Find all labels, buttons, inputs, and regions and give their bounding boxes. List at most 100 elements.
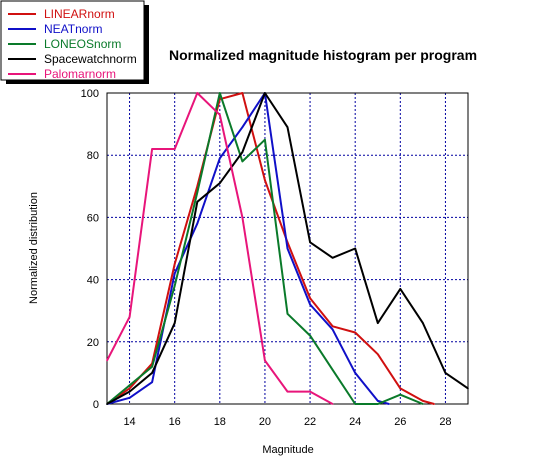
data-point [354, 403, 357, 405]
data-point [196, 92, 199, 94]
legend-item: LINEARnorm [8, 7, 115, 21]
data-point [309, 390, 311, 393]
data-point [219, 114, 221, 116]
legend-item: LONEOSnorm [8, 37, 121, 51]
legend-item: Spacewatchnorm [8, 52, 137, 66]
x-tick-label: 20 [259, 416, 271, 428]
data-point [331, 257, 334, 259]
data-point [106, 359, 108, 362]
y-tick-label: 60 [87, 212, 99, 224]
data-point [286, 247, 289, 250]
legend-item: NEATnorm [8, 22, 102, 36]
y-tick-label: 40 [87, 275, 99, 287]
data-point [128, 397, 131, 399]
data-point [331, 369, 334, 371]
y-axis-label: Normalized distribution [28, 192, 40, 304]
y-tick-label: 20 [87, 337, 99, 349]
x-tick-label: 14 [123, 416, 135, 428]
data-point [173, 322, 176, 324]
chart-title: Normalized magnitude histogram per progr… [169, 47, 477, 63]
data-point [422, 322, 424, 324]
y-tick-label: 100 [81, 88, 99, 100]
data-point [264, 359, 266, 362]
axis-ticks: 14 16 18 20 22 24 26 28 0 20 40 60 80 100 [81, 88, 452, 428]
data-point [399, 387, 402, 390]
data-point [241, 216, 244, 219]
x-tick-label: 24 [349, 416, 361, 428]
series-spacewatchnorm [106, 92, 469, 405]
data-point [377, 353, 379, 356]
data-point [264, 138, 266, 141]
data-point [151, 365, 153, 368]
y-tick-label: 80 [87, 150, 99, 162]
x-axis-label: Magnitude [262, 444, 313, 456]
data-point [309, 334, 311, 337]
y-tick-label: 0 [93, 399, 99, 411]
data-point [196, 222, 199, 225]
legend: LINEARnormNEATnormLONEOSnormSpacewatchno… [0, 0, 149, 84]
data-point [264, 179, 266, 181]
legend-label: Palomarnorm [44, 67, 116, 81]
data-point [173, 148, 176, 150]
data-point [377, 322, 379, 324]
data-point [128, 316, 131, 318]
data-point [151, 381, 153, 384]
data-point [309, 297, 311, 300]
data-point [399, 393, 402, 396]
data-point [219, 182, 221, 184]
legend-label: NEATnorm [44, 22, 102, 36]
data-point [219, 92, 221, 94]
data-point [444, 372, 447, 374]
data-point [241, 160, 244, 163]
data-point [433, 403, 436, 405]
data-point [241, 126, 244, 128]
series-palomarnorm [106, 92, 334, 405]
data-point [377, 403, 379, 405]
data-point [173, 285, 176, 287]
data-point [422, 403, 424, 405]
data-point [422, 400, 424, 402]
series-linearnorm [106, 92, 436, 405]
legend-label: LONEOSnorm [44, 37, 121, 51]
data-point [354, 372, 357, 374]
data-point [331, 403, 334, 405]
series-lines [106, 92, 469, 405]
plot-frame [106, 92, 469, 405]
x-tick-label: 16 [169, 416, 181, 428]
data-point [128, 390, 131, 393]
data-point [286, 390, 289, 393]
data-point [241, 151, 244, 153]
grid [107, 93, 468, 404]
x-tick-label: 18 [214, 416, 226, 428]
data-point [399, 288, 402, 290]
x-tick-label: 26 [394, 416, 406, 428]
data-point [388, 403, 390, 405]
x-tick-label: 28 [439, 416, 451, 428]
data-point [128, 384, 131, 387]
data-point [264, 92, 266, 94]
legend-item: Palomarnorm [8, 67, 116, 81]
data-point [151, 148, 153, 150]
data-point [286, 126, 289, 128]
legend-label: LINEARnorm [44, 7, 115, 21]
data-point [151, 372, 153, 374]
series-line [106, 92, 435, 405]
data-point [354, 331, 357, 334]
data-point [467, 387, 469, 390]
data-point [241, 92, 244, 94]
legend-label: Spacewatchnorm [44, 52, 137, 66]
data-point [354, 247, 357, 250]
data-point [128, 387, 131, 390]
data-point [309, 303, 311, 306]
data-point [331, 325, 334, 328]
data-point [331, 328, 334, 331]
series-loneosnorm [106, 92, 424, 405]
data-point [173, 263, 176, 265]
data-point [219, 157, 221, 160]
x-tick-label: 22 [304, 416, 316, 428]
data-point [173, 272, 176, 275]
data-point [286, 313, 289, 315]
data-point [106, 403, 108, 405]
data-point [196, 201, 199, 203]
